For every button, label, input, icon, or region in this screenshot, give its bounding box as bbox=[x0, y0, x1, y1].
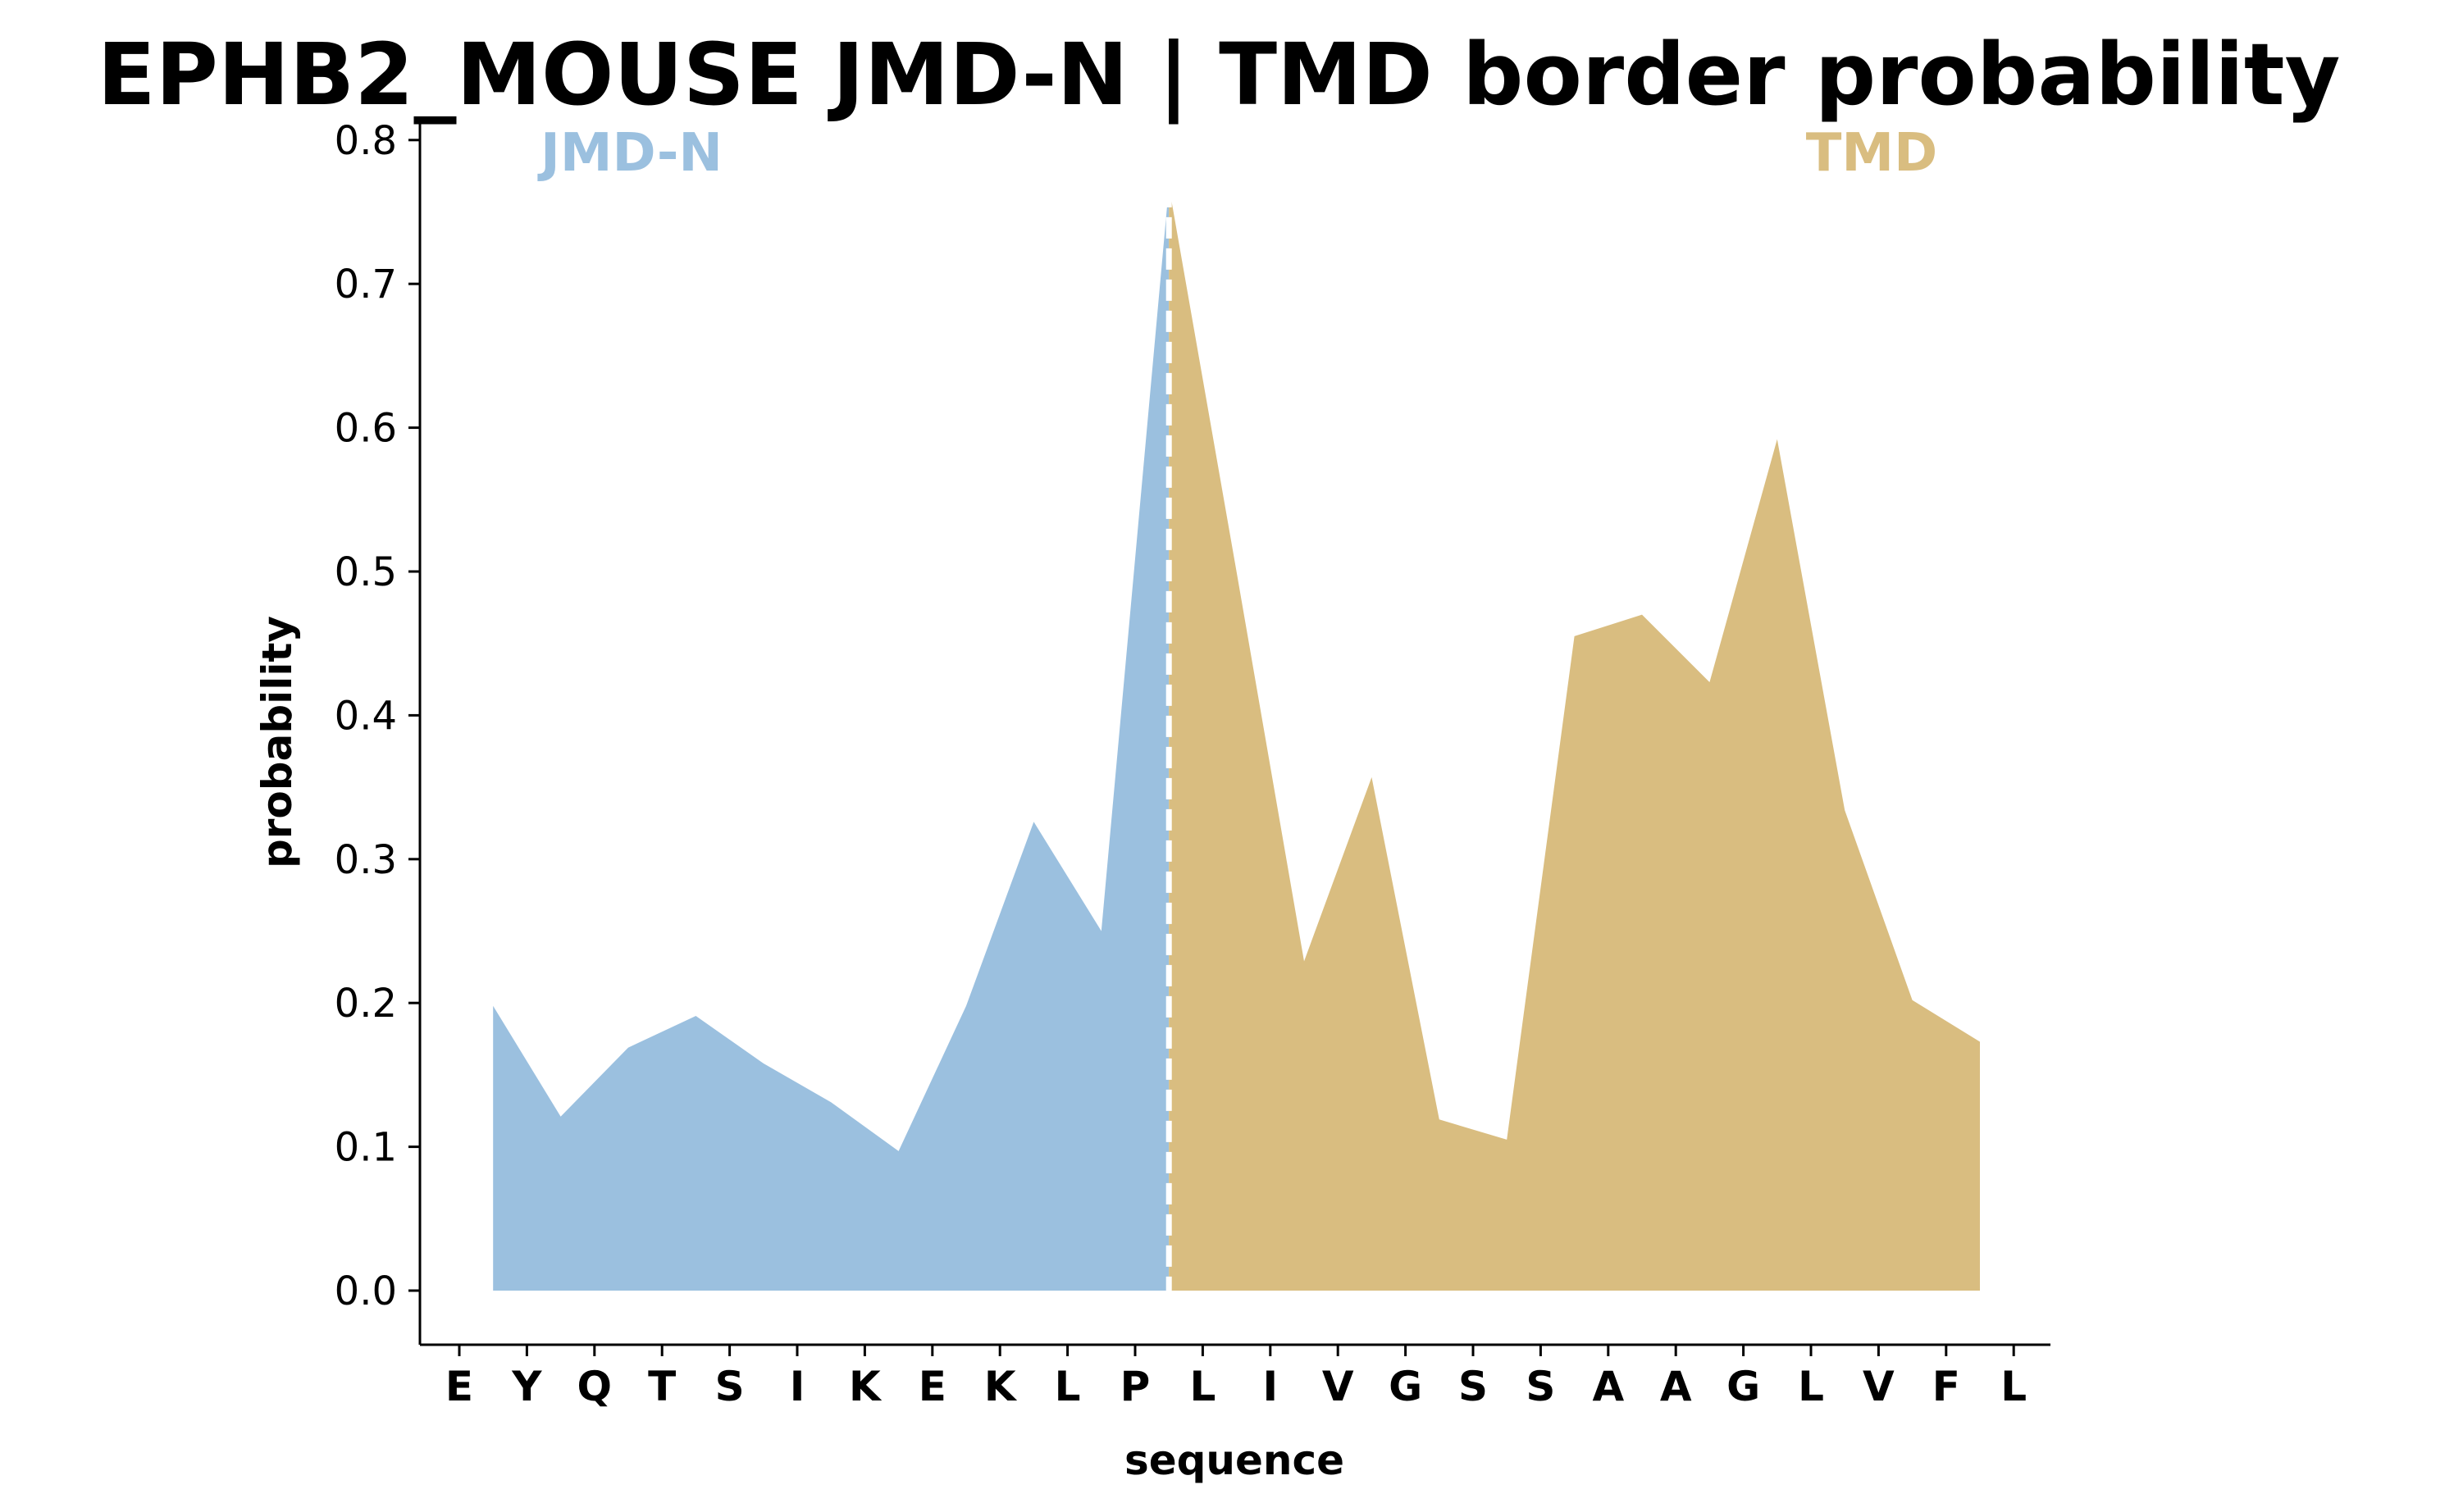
y-axis: 0.0 0.1 0.2 0.3 0.4 0.5 0.6 0.7 0.8 bbox=[335, 118, 420, 1314]
x-tick-label: E bbox=[919, 1363, 946, 1410]
y-tick-label: 0.4 bbox=[335, 693, 397, 739]
y-tick-label: 0.6 bbox=[335, 406, 397, 452]
x-tick-label: T bbox=[648, 1363, 676, 1410]
y-tick-label: 0.3 bbox=[335, 837, 397, 883]
x-tick-label: F bbox=[1932, 1363, 1960, 1410]
x-tick-label: A bbox=[1660, 1363, 1692, 1410]
x-tick-label: L bbox=[2000, 1363, 2027, 1410]
y-tick-label: 0.1 bbox=[335, 1125, 397, 1171]
x-tick-label: V bbox=[1863, 1363, 1895, 1410]
chart-title: EPHB2_MOUSE JMD-N | TMD border probabili… bbox=[98, 25, 2341, 125]
x-tick-label: L bbox=[1189, 1363, 1216, 1410]
region-label-tmd: TMD bbox=[1806, 123, 1937, 184]
y-tick-label: 0.2 bbox=[335, 981, 397, 1027]
x-tick-label: S bbox=[715, 1363, 745, 1410]
y-tick-label: 0.7 bbox=[335, 262, 397, 307]
x-tick-label: I bbox=[790, 1363, 805, 1410]
area-layer bbox=[493, 185, 1980, 1291]
x-tick-label: K bbox=[849, 1363, 883, 1410]
x-tick-label: K bbox=[984, 1363, 1018, 1410]
x-tick-label: P bbox=[1120, 1363, 1151, 1410]
x-tick-label: A bbox=[1592, 1363, 1624, 1410]
x-tick-label: V bbox=[1322, 1363, 1354, 1410]
x-tick-label: S bbox=[1526, 1363, 1555, 1410]
x-axis-label: sequence bbox=[1124, 1437, 1344, 1484]
region-label-jmd-n: JMD-N bbox=[537, 123, 723, 184]
x-tick-label: L bbox=[1055, 1363, 1081, 1410]
x-tick-label: Q bbox=[577, 1363, 613, 1410]
x-tick-label: L bbox=[1798, 1363, 1824, 1410]
x-tick-label: I bbox=[1262, 1363, 1278, 1410]
axes-spines bbox=[418, 123, 2050, 1346]
x-tick-label: G bbox=[1389, 1363, 1422, 1410]
x-tick-label: S bbox=[1458, 1363, 1488, 1410]
y-tick-label: 0.5 bbox=[335, 549, 397, 595]
area-tmd bbox=[1169, 185, 1980, 1291]
x-tick-label: E bbox=[445, 1363, 473, 1410]
y-axis-label: probability bbox=[253, 616, 301, 868]
x-tick-label: G bbox=[1726, 1363, 1760, 1410]
area-jmd-n bbox=[493, 185, 1170, 1291]
y-tick-label: 0.0 bbox=[335, 1268, 397, 1314]
region-labels: JMD-N TMD bbox=[537, 123, 1937, 184]
x-tick-label: Y bbox=[511, 1363, 542, 1410]
y-tick-label: 0.8 bbox=[335, 118, 397, 164]
